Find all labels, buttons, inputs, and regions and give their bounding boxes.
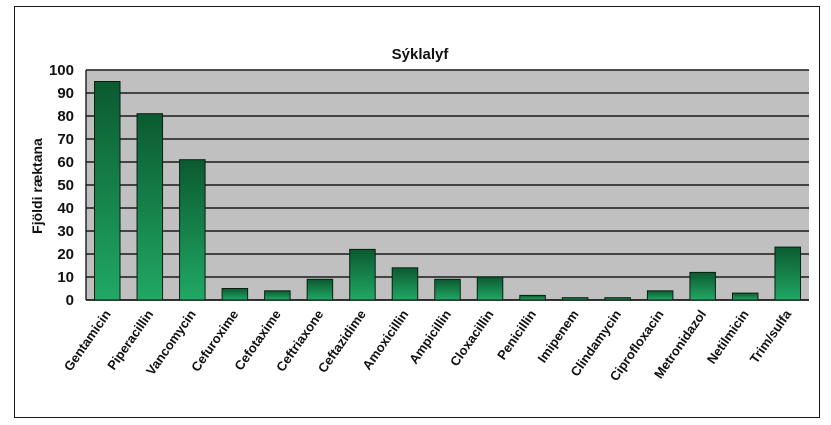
chart-title: Sýklalyf	[392, 46, 450, 63]
bar-vancomycin	[179, 159, 206, 301]
bar-clindamycin	[604, 297, 631, 301]
bar-cefotaxime	[264, 290, 291, 301]
bar-penicillin	[519, 294, 546, 301]
y-tick-label-30: 30	[57, 223, 74, 240]
x-tick-label-trim-sulfa: Trim/sulfa	[747, 306, 795, 366]
x-tick-label-imipenem: Imipenem	[534, 307, 581, 365]
y-tick-label-90: 90	[57, 85, 74, 102]
plot-area: 0102030405060708090100GentamicinPiperaci…	[49, 62, 809, 384]
y-axis-label: Fjöldi rækt­ana	[29, 138, 45, 234]
bar-netilmicin	[731, 292, 759, 301]
y-tick-label-60: 60	[57, 154, 74, 171]
x-tick-label-ampicillin: Ampicillin	[406, 307, 454, 367]
bar-piperacillin	[136, 113, 164, 301]
y-tick-label-10: 10	[57, 269, 74, 286]
y-tick-label-50: 50	[57, 177, 74, 194]
x-tick-label-penicillin: Penicillin	[494, 307, 539, 362]
bar-trim-sulfa	[774, 246, 801, 301]
bar-cloxacillin	[476, 276, 504, 301]
x-tick-label-cloxacillin: Cloxacillin	[447, 307, 497, 369]
bar-ampicillin	[434, 278, 461, 301]
bar-ceftazidime	[349, 248, 376, 301]
y-tick-label-100: 100	[49, 62, 74, 79]
bar-metronidazol	[689, 271, 716, 301]
bar-gentamicin	[94, 81, 121, 301]
y-tick-label-70: 70	[57, 131, 74, 148]
y-tick-label-20: 20	[57, 246, 74, 263]
bar-imipenem	[561, 297, 589, 301]
x-tick-label-netilmicin: Netilmicin	[704, 307, 752, 367]
y-tick-label-40: 40	[57, 200, 74, 217]
y-tick-label-0: 0	[66, 292, 74, 309]
bar-ciprofloxacin	[646, 290, 674, 301]
bar-cefuroxime	[221, 288, 249, 301]
y-tick-label-80: 80	[57, 108, 74, 125]
bar-amoxicillin	[391, 267, 419, 301]
bar-ceftriaxone	[306, 278, 334, 301]
